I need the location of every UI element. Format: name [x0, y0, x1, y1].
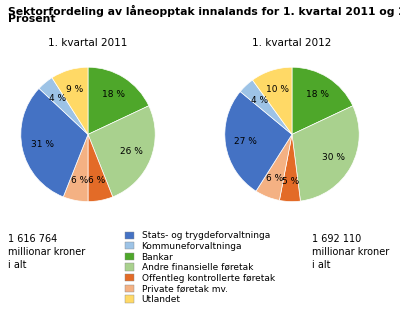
- Wedge shape: [240, 80, 292, 134]
- Wedge shape: [88, 106, 155, 197]
- Text: 4 %: 4 %: [251, 96, 268, 105]
- Text: 27 %: 27 %: [234, 137, 257, 146]
- Text: 30 %: 30 %: [322, 153, 345, 162]
- Wedge shape: [88, 67, 149, 134]
- Text: 5 %: 5 %: [282, 177, 299, 186]
- Wedge shape: [225, 92, 292, 191]
- Text: 31 %: 31 %: [30, 140, 54, 149]
- Wedge shape: [292, 67, 353, 134]
- Wedge shape: [256, 134, 292, 200]
- Text: 26 %: 26 %: [120, 147, 143, 156]
- Legend: Stats- og trygdeforvaltninga, Kommuneforvaltninga, Bankar, Andre finansielle før: Stats- og trygdeforvaltninga, Kommunefor…: [124, 229, 276, 306]
- Wedge shape: [88, 134, 113, 202]
- Text: Prosent: Prosent: [8, 14, 56, 24]
- Text: 10 %: 10 %: [266, 85, 289, 94]
- Text: 6 %: 6 %: [70, 176, 88, 185]
- Title: 1. kvartal 2012: 1. kvartal 2012: [252, 38, 332, 48]
- Text: Sektorfordeling av låneopptak innalands for 1. kvartal 2011 og 2012.: Sektorfordeling av låneopptak innalands …: [8, 5, 400, 17]
- Text: 6 %: 6 %: [266, 174, 283, 183]
- Wedge shape: [280, 134, 300, 202]
- Title: 1. kvartal 2011: 1. kvartal 2011: [48, 38, 128, 48]
- Wedge shape: [39, 78, 88, 134]
- Wedge shape: [52, 67, 88, 134]
- Wedge shape: [252, 67, 292, 134]
- Wedge shape: [21, 88, 88, 197]
- Text: 1 692 110
millionar kroner
i alt: 1 692 110 millionar kroner i alt: [312, 234, 389, 270]
- Text: 9 %: 9 %: [66, 85, 84, 94]
- Text: 1 616 764
millionar kroner
i alt: 1 616 764 millionar kroner i alt: [8, 234, 85, 270]
- Text: 18 %: 18 %: [306, 90, 329, 99]
- Text: 4 %: 4 %: [50, 94, 66, 103]
- Text: 18 %: 18 %: [102, 90, 125, 99]
- Text: 6 %: 6 %: [88, 176, 106, 185]
- Wedge shape: [63, 134, 88, 202]
- Wedge shape: [292, 106, 359, 201]
